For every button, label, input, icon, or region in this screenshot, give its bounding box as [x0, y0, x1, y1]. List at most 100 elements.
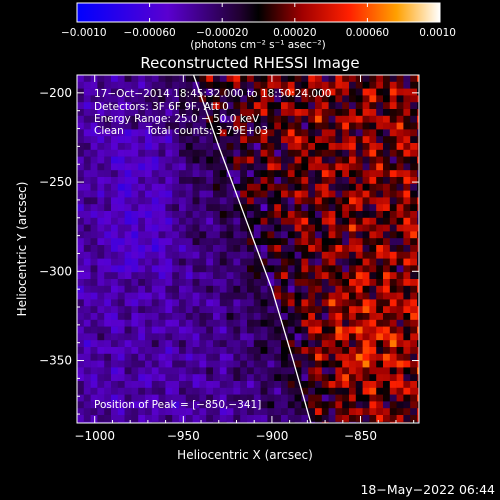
- heatmap-cell: [321, 326, 329, 334]
- heatmap-cell: [369, 109, 377, 117]
- heatmap-cell: [213, 347, 221, 355]
- heatmap-cell: [199, 285, 207, 293]
- heatmap-cell: [145, 163, 153, 171]
- heatmap-cell: [349, 102, 357, 110]
- heatmap-cell: [287, 190, 295, 198]
- heatmap-cell: [145, 258, 153, 266]
- heatmap-cell: [355, 81, 363, 89]
- heatmap-cell: [213, 75, 221, 83]
- heatmap-cell: [117, 129, 125, 137]
- heatmap-cell: [145, 374, 153, 382]
- heatmap-cell: [145, 245, 153, 253]
- heatmap-cell: [335, 347, 343, 355]
- heatmap-cell: [219, 149, 227, 157]
- heatmap-cell: [97, 265, 105, 273]
- heatmap-cell: [151, 313, 159, 321]
- heatmap-cell: [77, 333, 85, 341]
- heatmap-cell: [97, 415, 105, 423]
- heatmap-cell: [369, 183, 377, 191]
- heatmap-cell: [240, 122, 248, 130]
- heatmap-cell: [77, 217, 85, 225]
- heatmap-cell: [349, 272, 357, 280]
- heatmap-cell: [362, 251, 370, 259]
- heatmap-cell: [396, 394, 404, 402]
- heatmap-cell: [97, 360, 105, 368]
- heatmap-cell: [328, 231, 336, 239]
- heatmap-cell: [179, 394, 187, 402]
- heatmap-cell: [349, 231, 357, 239]
- heatmap-cell: [233, 177, 241, 185]
- heatmap-cell: [253, 231, 261, 239]
- heatmap-cell: [240, 197, 248, 205]
- heatmap-cell: [321, 75, 329, 83]
- heatmap-cell: [90, 102, 98, 110]
- heatmap-cell: [376, 238, 384, 246]
- heatmap-cell: [199, 292, 207, 300]
- heatmap-cell: [396, 333, 404, 341]
- heatmap-cell: [131, 109, 139, 117]
- heatmap-cell: [77, 170, 85, 178]
- heatmap-cell: [362, 306, 370, 314]
- heatmap-cell: [383, 421, 391, 423]
- heatmap-cell: [369, 115, 377, 123]
- heatmap-cell: [117, 401, 125, 409]
- heatmap-cell: [253, 421, 261, 423]
- heatmap-cell: [410, 109, 418, 117]
- heatmap-cell: [315, 75, 323, 83]
- heatmap-cell: [206, 421, 214, 423]
- heatmap-cell: [287, 374, 295, 382]
- heatmap-cell: [287, 102, 295, 110]
- heatmap-cell: [213, 170, 221, 178]
- heatmap-cell: [389, 245, 397, 253]
- heatmap-cell: [389, 313, 397, 321]
- heatmap-cell: [111, 122, 119, 130]
- heatmap-cell: [219, 299, 227, 307]
- heatmap-cell: [213, 285, 221, 293]
- heatmap-cell: [328, 170, 336, 178]
- heatmap-cell: [321, 292, 329, 300]
- heatmap-cell: [117, 88, 125, 96]
- heatmap-cell: [77, 381, 85, 389]
- heatmap-cell: [362, 326, 370, 334]
- heatmap-cell: [226, 347, 234, 355]
- heatmap-cell: [117, 272, 125, 280]
- heatmap-cell: [158, 360, 166, 368]
- heatmap-cell: [158, 190, 166, 198]
- heatmap-cell: [349, 353, 357, 361]
- heatmap-cell: [328, 143, 336, 151]
- heatmap-cell: [240, 224, 248, 232]
- heatmap-cell: [233, 272, 241, 280]
- heatmap-cell: [349, 401, 357, 409]
- heatmap-cell: [206, 224, 214, 232]
- heatmap-cell: [185, 183, 193, 191]
- heatmap-cell: [77, 292, 85, 300]
- heatmap-cell: [145, 401, 153, 409]
- heatmap-cell: [77, 115, 85, 123]
- heatmap-cell: [219, 251, 227, 259]
- heatmap-cell: [410, 102, 418, 110]
- heatmap-cell: [97, 217, 105, 225]
- heatmap-cell: [335, 245, 343, 253]
- heatmap-cell: [335, 421, 343, 423]
- heatmap-cell: [165, 353, 173, 361]
- heatmap-cell: [185, 374, 193, 382]
- heatmap-cell: [274, 204, 282, 212]
- heatmap-cell: [321, 197, 329, 205]
- heatmap-cell: [185, 81, 193, 89]
- heatmap-cell: [301, 421, 309, 423]
- heatmap-cell: [355, 170, 363, 178]
- heatmap-cell: [253, 353, 261, 361]
- annotation-energy: Energy Range: 25.0 − 50.0 keV: [94, 113, 260, 125]
- heatmap-cell: [111, 75, 119, 83]
- heatmap-cell: [213, 231, 221, 239]
- heatmap-cell: [240, 251, 248, 259]
- heatmap-cell: [206, 183, 214, 191]
- annotation-method: Clean: [94, 125, 124, 137]
- heatmap-cell: [131, 347, 139, 355]
- heatmap-cell: [294, 421, 302, 423]
- heatmap-cell: [389, 381, 397, 389]
- heatmap-cell: [417, 163, 419, 171]
- heatmap-cell: [179, 115, 187, 123]
- heatmap-cell: [124, 360, 132, 368]
- heatmap-cell: [226, 381, 234, 389]
